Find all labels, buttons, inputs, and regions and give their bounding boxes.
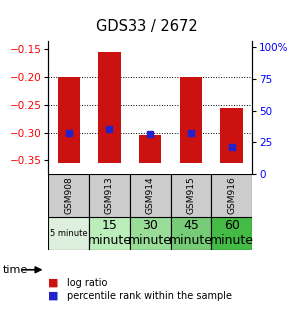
Text: 5 minute: 5 minute <box>50 229 88 238</box>
Text: percentile rank within the sample: percentile rank within the sample <box>67 291 232 301</box>
Text: GSM914: GSM914 <box>146 177 155 214</box>
Text: 15
minute: 15 minute <box>87 219 132 248</box>
Bar <box>89 217 130 250</box>
Bar <box>130 174 171 217</box>
Bar <box>139 135 161 163</box>
Bar <box>211 174 252 217</box>
Bar <box>171 217 211 250</box>
Text: 30
minute: 30 minute <box>128 219 172 248</box>
Text: time: time <box>3 265 28 275</box>
Bar <box>57 77 80 163</box>
Bar <box>48 174 89 217</box>
Text: GDS33 / 2672: GDS33 / 2672 <box>96 19 197 34</box>
Text: GSM913: GSM913 <box>105 177 114 215</box>
Bar <box>171 174 211 217</box>
Bar <box>180 77 202 163</box>
Text: GSM908: GSM908 <box>64 177 73 215</box>
Text: 45
minute: 45 minute <box>169 219 213 248</box>
Bar <box>220 108 243 163</box>
Bar <box>48 217 89 250</box>
Text: 60
minute: 60 minute <box>209 219 254 248</box>
Text: ■: ■ <box>48 291 59 301</box>
Bar <box>211 217 252 250</box>
Text: GSM915: GSM915 <box>186 177 195 215</box>
Bar <box>89 174 130 217</box>
Text: ■: ■ <box>48 278 59 288</box>
Bar <box>130 217 171 250</box>
Text: GSM916: GSM916 <box>227 177 236 215</box>
Bar <box>98 52 121 163</box>
Text: log ratio: log ratio <box>67 278 108 288</box>
